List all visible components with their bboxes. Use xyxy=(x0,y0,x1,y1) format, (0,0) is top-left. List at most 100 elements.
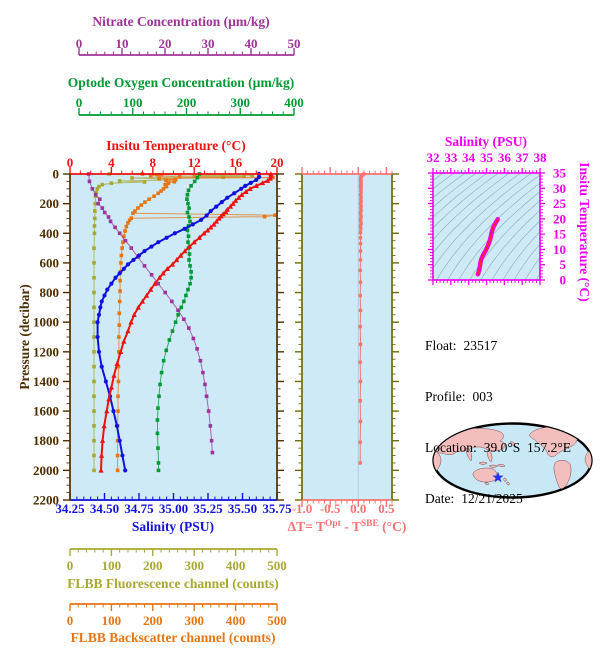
marker xyxy=(196,234,202,240)
marker xyxy=(142,248,147,254)
marker xyxy=(121,240,125,244)
marker xyxy=(358,210,363,215)
marker xyxy=(239,191,245,197)
marker xyxy=(239,186,244,191)
delta-plot-area xyxy=(302,174,392,500)
tick-label: 30 xyxy=(202,36,215,51)
tick-label: 0.0 xyxy=(350,501,366,516)
marker xyxy=(359,190,363,195)
marker xyxy=(208,224,214,230)
marker xyxy=(106,215,111,219)
marker xyxy=(359,186,363,190)
marker xyxy=(90,187,95,191)
date-value: 12/21/2025 xyxy=(461,491,523,506)
isopycnal-line xyxy=(513,243,540,280)
island-japan xyxy=(509,441,516,446)
marker xyxy=(96,201,100,206)
tick-label: 0 xyxy=(67,613,74,628)
marker xyxy=(95,320,100,325)
marker xyxy=(176,312,180,317)
isopycnal-line xyxy=(480,209,540,280)
marker xyxy=(358,280,363,284)
marker xyxy=(100,182,105,187)
isopycnal-line xyxy=(433,173,499,229)
marker xyxy=(178,252,184,258)
backscatter-axis-title: FLBB Backscatter channel (counts) xyxy=(71,630,276,645)
marker xyxy=(116,364,121,369)
marker xyxy=(198,358,203,363)
ts-temp-tick-label: 20 xyxy=(553,211,566,226)
marker xyxy=(123,229,127,233)
pressure-tick-label: 800 xyxy=(40,285,60,300)
marker xyxy=(188,264,192,268)
tick-label: 200 xyxy=(143,613,163,628)
island-indonesia-2 xyxy=(488,464,499,468)
profile-plot-area xyxy=(70,174,277,500)
marker xyxy=(159,173,163,177)
pressure-tick-label: 600 xyxy=(40,255,60,270)
marker xyxy=(116,394,120,399)
island-new-guinea xyxy=(497,463,506,468)
marker xyxy=(204,213,209,218)
marker xyxy=(164,178,168,183)
isopycnal-line xyxy=(458,191,540,280)
tick-label: -1.0 xyxy=(292,501,313,516)
marker xyxy=(96,312,102,317)
tick-label: 12 xyxy=(188,155,201,170)
marker xyxy=(94,190,98,195)
marker xyxy=(187,206,191,210)
marker xyxy=(156,281,160,286)
pressure-tick-label: 0 xyxy=(53,167,60,182)
marker xyxy=(130,176,134,180)
marker xyxy=(92,468,96,473)
ts-sal-tick-label: 33 xyxy=(444,150,458,165)
marker xyxy=(155,431,160,436)
marker xyxy=(186,240,190,244)
pressure-tick-label: 1000 xyxy=(33,315,59,330)
marker xyxy=(157,394,161,399)
marker xyxy=(189,184,193,188)
marker xyxy=(139,298,146,304)
ts-sal-axis-title: Salinity (PSU) xyxy=(445,134,527,149)
marker xyxy=(156,191,160,196)
marker xyxy=(93,201,98,206)
pressure-axis-title: Pressure (decibar) xyxy=(17,284,32,390)
marker xyxy=(203,382,207,387)
marker xyxy=(358,440,362,444)
marker xyxy=(93,192,98,197)
marker xyxy=(157,176,161,181)
marker xyxy=(187,252,192,256)
isopycnal-line xyxy=(433,173,466,199)
isopycnal-line xyxy=(433,173,510,241)
marker xyxy=(118,289,122,293)
marker xyxy=(133,209,137,213)
marker xyxy=(92,261,96,265)
marker xyxy=(143,200,147,204)
marker xyxy=(92,275,96,280)
marker xyxy=(92,335,96,339)
marker xyxy=(242,174,246,179)
ts-sal-tick-label: 38 xyxy=(534,150,548,165)
tick-label: 35.75 xyxy=(262,501,292,516)
marker xyxy=(177,174,182,179)
marker xyxy=(126,221,130,225)
marker xyxy=(186,201,190,206)
marker xyxy=(142,180,147,184)
marker xyxy=(250,173,254,178)
marker xyxy=(92,224,97,228)
tick-label: 34.50 xyxy=(90,501,119,516)
marker xyxy=(148,173,153,178)
marker xyxy=(98,452,105,458)
marker xyxy=(117,231,122,236)
marker xyxy=(359,213,363,217)
marker xyxy=(182,299,186,304)
tick-label: 35.00 xyxy=(159,501,188,516)
marker xyxy=(225,195,230,200)
tick-label: 0 xyxy=(67,155,74,170)
ts-sal-tick-label: 36 xyxy=(498,150,512,165)
marker xyxy=(173,177,178,182)
marker xyxy=(117,179,122,183)
marker xyxy=(359,227,363,231)
island-tasmania xyxy=(484,482,490,486)
marker xyxy=(117,299,122,304)
